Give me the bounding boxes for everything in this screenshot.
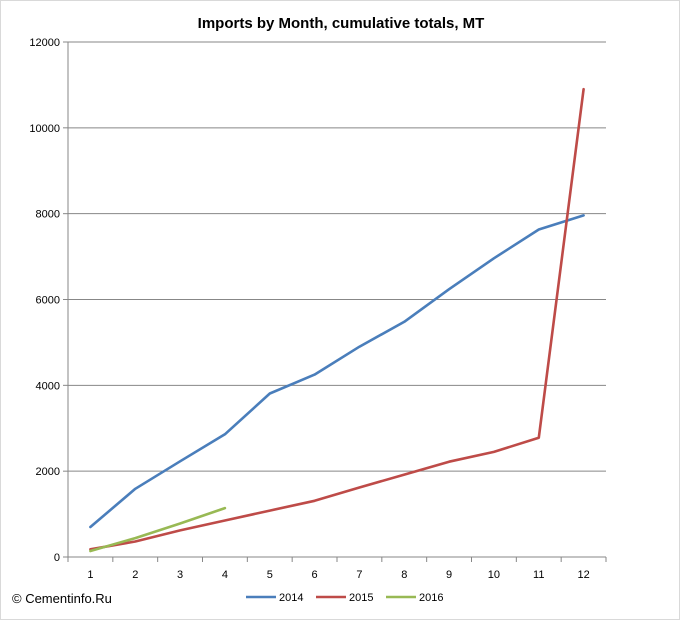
y-tick-label: 10000 <box>29 123 60 135</box>
chart-title: Imports by Month, cumulative totals, MT <box>198 15 485 32</box>
series-line-2016 <box>89 506 227 553</box>
x-tick-label: 7 <box>356 569 362 581</box>
x-tick-label: 10 <box>488 569 500 581</box>
y-tick-label: 4000 <box>36 380 60 392</box>
x-tick-label: 9 <box>446 569 452 581</box>
x-tick-label: 11 <box>533 569 544 581</box>
y-tick-label: 2000 <box>36 466 60 478</box>
y-tick-label: 12000 <box>29 37 60 49</box>
x-tick-label: 1 <box>87 569 93 581</box>
x-tick-label: 4 <box>222 569 228 581</box>
legend-label-2014: 2014 <box>279 592 303 604</box>
y-tick-label: 0 <box>54 552 60 564</box>
series-line-2015 <box>89 87 585 551</box>
x-tick-label: 3 <box>177 569 183 581</box>
series-line-2014 <box>89 214 585 529</box>
x-tick-label: 8 <box>401 569 407 581</box>
x-tick-label: 5 <box>267 569 273 581</box>
x-tick-label: 6 <box>312 569 318 581</box>
x-tick-label: 12 <box>577 569 589 581</box>
copyright-label: © Cementinfo.Ru <box>12 591 112 606</box>
legend-label-2015: 2015 <box>349 592 373 604</box>
legend-label-2016: 2016 <box>419 592 443 604</box>
y-tick-label: 8000 <box>36 209 60 221</box>
x-tick-label: 2 <box>132 569 138 581</box>
y-tick-label: 6000 <box>36 295 60 307</box>
